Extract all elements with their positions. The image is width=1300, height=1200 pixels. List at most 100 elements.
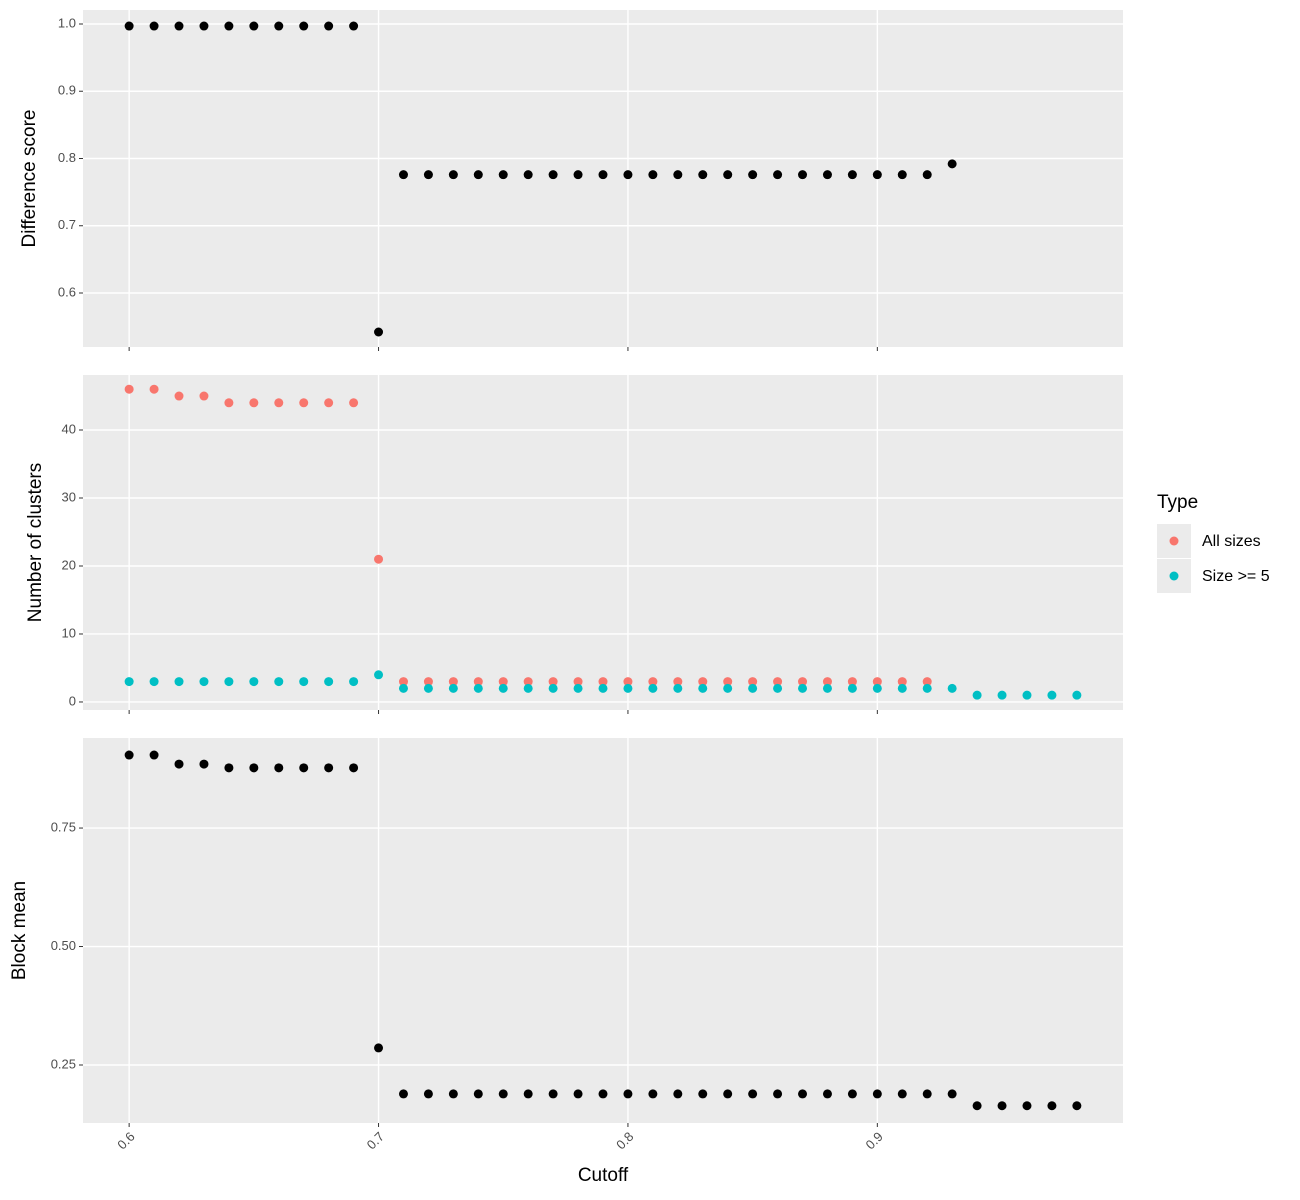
point <box>349 21 359 31</box>
point <box>398 170 408 180</box>
point <box>448 683 458 693</box>
point <box>573 677 583 687</box>
point <box>523 170 533 180</box>
legend-title: Type <box>1157 492 1198 513</box>
panel-background <box>83 738 1123 1123</box>
point <box>174 21 184 31</box>
point <box>124 21 134 31</box>
point <box>374 1043 384 1053</box>
point <box>723 677 733 687</box>
point <box>798 677 808 687</box>
point <box>124 750 134 760</box>
point <box>673 683 683 693</box>
point <box>598 683 608 693</box>
point <box>224 398 234 408</box>
point <box>947 159 957 169</box>
point <box>922 1089 932 1099</box>
point <box>972 690 982 700</box>
point <box>548 170 558 180</box>
point <box>723 170 733 180</box>
point <box>174 759 184 769</box>
point <box>274 21 284 31</box>
point <box>623 677 633 687</box>
legend-label: All sizes <box>1202 533 1261 550</box>
point <box>822 1089 832 1099</box>
y-tick-label: 0.8 <box>58 150 76 165</box>
point <box>1047 690 1057 700</box>
point <box>748 683 758 693</box>
x-tick-label: 0.7 <box>364 1129 387 1152</box>
point <box>498 170 508 180</box>
point <box>847 677 857 687</box>
y-axis-title: Difference score <box>19 110 40 248</box>
y-tick-label: 0.7 <box>58 217 76 232</box>
point <box>723 683 733 693</box>
point <box>872 683 882 693</box>
point <box>199 759 209 769</box>
point <box>324 398 334 408</box>
point <box>249 398 259 408</box>
point <box>1022 1101 1032 1111</box>
point <box>423 1089 433 1099</box>
point <box>398 1089 408 1099</box>
point <box>473 1089 483 1099</box>
point <box>324 677 334 687</box>
point <box>523 1089 533 1099</box>
point <box>798 683 808 693</box>
point <box>199 677 209 687</box>
point <box>498 677 508 687</box>
point <box>872 1089 882 1099</box>
point <box>473 677 483 687</box>
point <box>598 1089 608 1099</box>
point <box>249 677 259 687</box>
point <box>773 1089 783 1099</box>
point <box>698 683 708 693</box>
point <box>174 391 184 401</box>
point <box>922 683 932 693</box>
point <box>224 21 234 31</box>
point <box>299 763 309 773</box>
y-tick-label: 30 <box>62 489 76 504</box>
point <box>573 683 583 693</box>
point <box>922 677 932 687</box>
panel-background <box>83 375 1123 710</box>
point <box>997 690 1007 700</box>
point <box>149 21 159 31</box>
point <box>847 1089 857 1099</box>
legend-marker <box>1169 536 1179 546</box>
point <box>573 1089 583 1099</box>
point <box>573 170 583 180</box>
point <box>598 677 608 687</box>
point <box>548 677 558 687</box>
point <box>798 1089 808 1099</box>
point <box>872 677 882 687</box>
point <box>448 1089 458 1099</box>
point <box>748 1089 758 1099</box>
x-tick-label: 0.8 <box>613 1129 636 1152</box>
point <box>274 763 284 773</box>
point <box>698 1089 708 1099</box>
point <box>598 170 608 180</box>
point <box>149 750 159 760</box>
y-tick-label: 0.6 <box>58 284 76 299</box>
point <box>473 170 483 180</box>
point <box>1072 1101 1082 1111</box>
legend-marker <box>1169 571 1179 581</box>
point <box>374 327 384 337</box>
point <box>1022 690 1032 700</box>
point <box>498 1089 508 1099</box>
point <box>773 683 783 693</box>
point <box>623 170 633 180</box>
y-tick-label: 1.0 <box>58 15 76 30</box>
point <box>523 677 533 687</box>
point <box>673 677 683 687</box>
point <box>149 384 159 394</box>
point <box>249 21 259 31</box>
point <box>947 683 957 693</box>
point <box>249 763 259 773</box>
point <box>448 677 458 687</box>
y-tick-label: 20 <box>62 557 76 572</box>
point <box>897 1089 907 1099</box>
point <box>872 170 882 180</box>
